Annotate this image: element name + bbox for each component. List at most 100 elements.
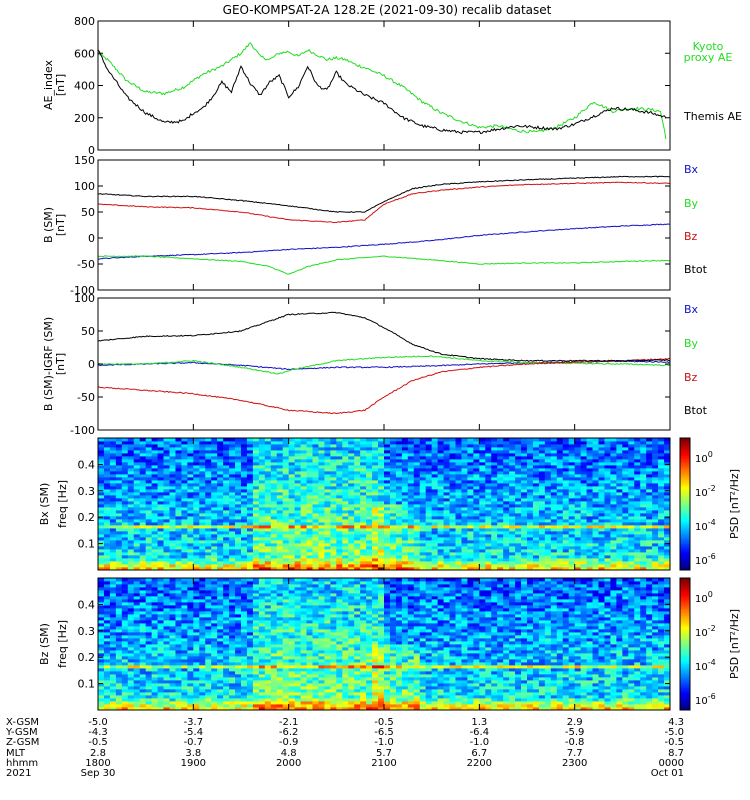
spectrogram-cell <box>544 483 552 487</box>
spectrogram-cell <box>109 483 117 487</box>
spectrogram-cell <box>199 498 206 502</box>
spectrogram-cell <box>664 438 671 442</box>
spectrogram-cell <box>527 549 534 553</box>
spectrogram-cell <box>366 567 373 571</box>
spectrogram-cell <box>437 525 444 529</box>
spectrogram-cell <box>580 564 587 568</box>
spectrogram-cell <box>103 698 111 702</box>
spectrogram-cell <box>395 564 403 568</box>
series-line-by <box>97 255 671 275</box>
spectrogram-cell <box>604 516 611 520</box>
spectrogram-cell <box>664 564 671 568</box>
spectrogram-cell <box>175 525 182 529</box>
spectrogram-cell <box>223 561 230 565</box>
spectrogram-cell <box>503 450 510 454</box>
spectrogram-cell <box>127 578 135 582</box>
spectrogram-cell <box>509 522 516 526</box>
spectrogram-cell <box>121 495 129 499</box>
spectrogram-cell <box>461 558 468 562</box>
spectrogram-cell <box>264 453 272 457</box>
spectrogram-cell <box>479 525 486 529</box>
spectrogram-cell <box>246 486 254 490</box>
spectrogram-cell <box>348 549 355 553</box>
spectrogram-cell <box>115 471 123 475</box>
spectrogram-cell <box>348 438 355 442</box>
spectrogram-cell <box>473 519 480 523</box>
spectrogram-cell <box>401 486 409 490</box>
spectrogram-cell <box>98 480 105 484</box>
spectrogram-cell <box>252 489 260 493</box>
spectrogram-cell <box>241 567 248 571</box>
spectrogram-cell <box>562 495 570 499</box>
spectrogram-cell <box>205 516 212 520</box>
spectrogram-cell <box>634 552 641 556</box>
spectrogram-cell <box>360 561 367 565</box>
spectrogram-cell <box>646 513 653 517</box>
spectrogram-cell <box>121 480 129 484</box>
spectrogram-cell <box>151 489 158 493</box>
spectrogram-cell <box>115 531 123 535</box>
spectrogram-cell <box>151 635 158 639</box>
spectrogram-cell <box>401 489 409 493</box>
spectrogram-cell <box>389 477 397 481</box>
spectrogram-cell <box>324 510 331 514</box>
spectrogram-cell <box>98 668 105 672</box>
spectrogram-cell <box>169 546 176 550</box>
spectrogram-cell <box>634 489 641 493</box>
spectrogram-cell <box>395 546 403 550</box>
spectrogram-cell <box>401 498 409 502</box>
spectrogram-cell <box>521 501 528 505</box>
spectrogram-cell <box>503 495 510 499</box>
spectrogram-cell <box>330 528 337 532</box>
spectrogram-cell <box>127 456 135 460</box>
spectrogram-cell <box>181 540 188 544</box>
spectrogram-cell <box>419 510 427 514</box>
spectrogram-cell <box>241 477 248 481</box>
spectrogram-cell <box>193 528 200 532</box>
spectrogram-cell <box>360 492 367 496</box>
spectrogram-cell <box>241 534 248 538</box>
spectrogram-cell <box>360 498 367 502</box>
spectrogram-cell <box>127 552 135 556</box>
spectrogram-cell <box>205 561 212 565</box>
spectrogram-cell <box>592 450 599 454</box>
spectrogram-cell <box>568 486 576 490</box>
spectrogram-cell <box>616 510 623 514</box>
spectrogram-cell <box>658 510 665 514</box>
spectrogram-cell <box>342 438 349 442</box>
spectrogram-cell <box>473 528 480 532</box>
spectrogram-cell <box>157 611 164 615</box>
spectrogram-cell <box>187 555 194 559</box>
spectrogram-cell <box>592 510 599 514</box>
spectrogram-cell <box>634 507 641 511</box>
spectrogram-cell <box>133 552 141 556</box>
spectrogram-cell <box>407 510 415 514</box>
spectrogram-cell <box>604 477 611 481</box>
spectrogram-cell <box>109 707 117 711</box>
spectrogram-cell <box>622 459 629 463</box>
spectrogram-cell <box>127 662 135 666</box>
spectrogram-cell <box>318 543 325 547</box>
spectrogram-cell <box>115 567 123 571</box>
spectrogram-cell <box>163 534 170 538</box>
spectrogram-cell <box>121 453 129 457</box>
spectrogram-cell <box>658 528 665 532</box>
spectrogram-cell <box>193 438 200 442</box>
spectrogram-cell <box>604 495 611 499</box>
spectrogram-cell <box>389 480 397 484</box>
spectrogram-cell <box>521 489 528 493</box>
spectrogram-cell <box>264 447 272 451</box>
spectrogram-cell <box>223 483 230 487</box>
spectrogram-cell <box>246 552 254 556</box>
spectrogram-cell <box>342 453 349 457</box>
spectrogram-cell <box>252 546 260 550</box>
spectrogram-cell <box>139 653 147 657</box>
spectrogram-cell <box>580 468 587 472</box>
spectrogram-cell <box>127 567 135 571</box>
spectrogram-cell <box>139 635 147 639</box>
spectrogram-cell <box>378 438 385 442</box>
spectrogram-cell <box>157 605 164 609</box>
colorbar-segment <box>680 477 690 481</box>
spectrogram-cell <box>115 581 123 585</box>
spectrogram-cell <box>103 686 111 690</box>
